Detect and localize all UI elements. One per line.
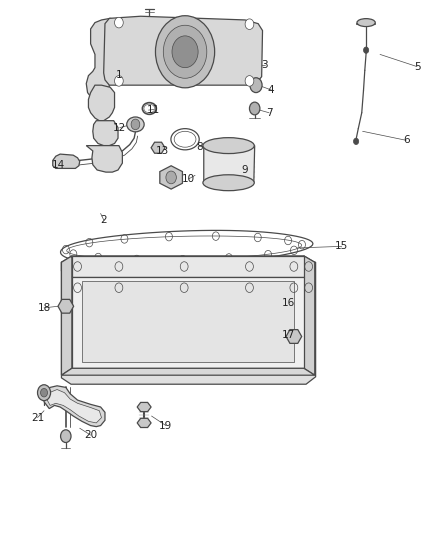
Circle shape: [41, 389, 47, 397]
Circle shape: [163, 25, 207, 78]
Ellipse shape: [357, 19, 375, 27]
Text: 5: 5: [414, 62, 420, 71]
Circle shape: [131, 119, 140, 130]
Polygon shape: [86, 146, 122, 172]
Circle shape: [353, 138, 359, 144]
Text: 6: 6: [403, 135, 410, 146]
Ellipse shape: [127, 117, 144, 132]
Text: 10: 10: [182, 174, 195, 184]
Polygon shape: [53, 154, 80, 168]
Polygon shape: [204, 146, 254, 183]
Text: 4: 4: [268, 85, 275, 95]
Text: 8: 8: [196, 142, 203, 152]
Text: 11: 11: [147, 104, 160, 115]
Circle shape: [172, 36, 198, 68]
Polygon shape: [72, 277, 304, 368]
Circle shape: [155, 15, 215, 88]
Polygon shape: [82, 281, 294, 362]
Polygon shape: [160, 166, 183, 189]
Polygon shape: [86, 18, 122, 101]
Text: 20: 20: [84, 430, 97, 440]
Text: 1: 1: [116, 70, 122, 79]
Polygon shape: [61, 256, 315, 277]
Text: 15: 15: [335, 241, 348, 252]
Text: 14: 14: [51, 160, 64, 169]
Text: 3: 3: [261, 60, 268, 70]
Polygon shape: [58, 300, 74, 313]
Circle shape: [166, 171, 177, 184]
Text: 7: 7: [266, 108, 272, 118]
Ellipse shape: [203, 138, 254, 154]
Text: 21: 21: [31, 413, 44, 423]
Text: 2: 2: [100, 215, 107, 225]
Circle shape: [250, 102, 260, 115]
Polygon shape: [137, 418, 151, 427]
Polygon shape: [137, 402, 151, 411]
Polygon shape: [88, 85, 115, 120]
Text: 12: 12: [113, 123, 127, 133]
Text: 19: 19: [159, 421, 173, 431]
Text: 13: 13: [156, 146, 169, 156]
Circle shape: [364, 47, 369, 53]
Circle shape: [115, 76, 123, 86]
Ellipse shape: [203, 175, 254, 191]
Text: 9: 9: [242, 165, 248, 175]
Polygon shape: [61, 256, 72, 375]
Circle shape: [250, 78, 262, 93]
Polygon shape: [61, 368, 315, 375]
Text: 18: 18: [37, 303, 51, 313]
Text: 16: 16: [282, 297, 295, 308]
Polygon shape: [44, 386, 105, 426]
Polygon shape: [151, 142, 165, 154]
Circle shape: [245, 19, 254, 29]
Text: 17: 17: [282, 330, 295, 341]
Polygon shape: [286, 329, 302, 343]
Polygon shape: [61, 262, 316, 384]
Polygon shape: [304, 256, 315, 375]
Polygon shape: [47, 390, 102, 423]
Polygon shape: [104, 16, 262, 85]
Circle shape: [38, 385, 50, 401]
Polygon shape: [72, 256, 304, 277]
Circle shape: [115, 17, 123, 28]
Circle shape: [60, 430, 71, 442]
Polygon shape: [93, 120, 118, 146]
Circle shape: [245, 76, 254, 86]
